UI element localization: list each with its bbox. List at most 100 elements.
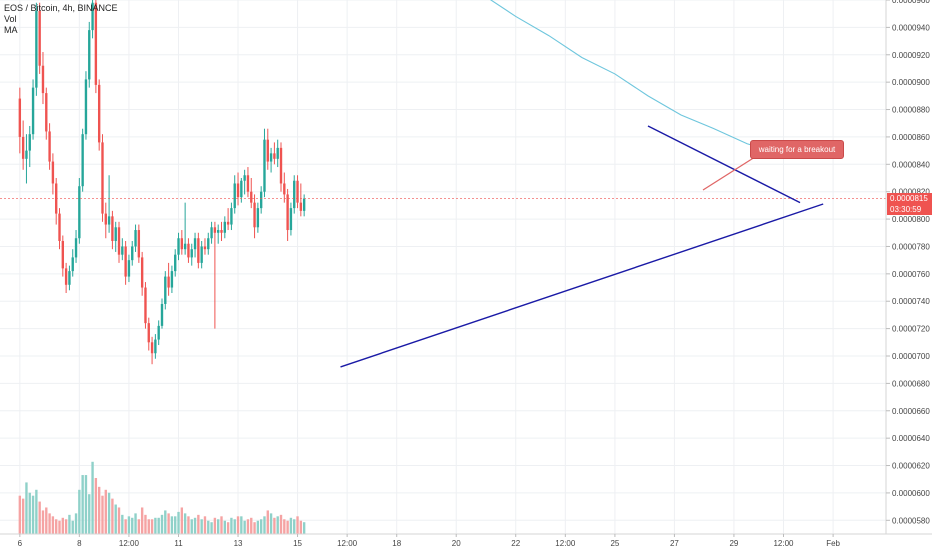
candle-body	[243, 175, 246, 181]
candle-body	[157, 325, 160, 340]
breakout-callout[interactable]: waiting for a breakout	[750, 140, 844, 159]
price-tick-label: 0.0000740	[892, 297, 930, 306]
candle-body	[71, 257, 74, 272]
volume-bar	[210, 522, 213, 534]
volume-bar	[299, 520, 303, 534]
candle-body	[236, 183, 240, 198]
candle-body	[180, 238, 184, 250]
candle-body	[283, 183, 286, 195]
volume-bar	[121, 514, 124, 534]
candle-body	[94, 2, 98, 85]
candle-body	[286, 194, 289, 231]
price-tick-label: 0.0000920	[892, 51, 930, 60]
candle-body	[48, 131, 51, 162]
callout-pointer	[702, 156, 756, 191]
time-tick-label: 12:00	[773, 539, 794, 548]
volume-bar	[25, 482, 28, 534]
candle-body	[269, 153, 273, 162]
volume-bar	[127, 516, 131, 534]
candle-body	[289, 208, 293, 231]
price-tick-label: 0.0000960	[892, 0, 930, 5]
volume-bar	[187, 516, 190, 534]
candle-body	[127, 260, 131, 277]
trendlines[interactable]	[340, 125, 824, 368]
price-tick-label: 0.0000940	[892, 23, 930, 32]
volume-bar	[266, 510, 269, 534]
volume-bar	[154, 517, 157, 534]
volume-bar	[240, 516, 243, 534]
volume-bar	[160, 514, 164, 534]
candle-body	[263, 139, 266, 192]
candle-body	[210, 227, 213, 239]
volume-bar	[134, 513, 137, 534]
candle-body	[164, 276, 167, 304]
volume-bar	[38, 501, 41, 534]
volume-bar	[28, 492, 31, 534]
volume-bar	[193, 517, 197, 534]
candlesticks	[18, 0, 306, 365]
candle-body	[111, 216, 114, 241]
volume-bar	[286, 520, 289, 534]
time-tick-label: 8	[77, 539, 82, 548]
volume-bar	[68, 514, 71, 534]
volume-bar	[117, 507, 121, 534]
volume-bar	[94, 478, 98, 534]
candle-body	[147, 323, 150, 343]
candle-body	[38, 10, 41, 66]
price-tick-label: 0.0000620	[892, 462, 930, 471]
volume-bar	[273, 517, 276, 534]
candle-body	[253, 202, 256, 228]
price-tick-label: 0.0000880	[892, 106, 930, 115]
price-tick-label: 0.0000640	[892, 434, 930, 443]
volume-bar	[293, 519, 296, 534]
volume-bar	[35, 489, 38, 534]
time-tick-label: 6	[18, 539, 23, 548]
volume-bar	[243, 520, 246, 534]
volume-bar	[97, 486, 101, 534]
volume-bar	[207, 520, 210, 534]
moving-average	[489, 0, 771, 152]
candle-body	[230, 208, 233, 225]
time-tick-label: 22	[511, 539, 520, 548]
volume-bar	[147, 519, 150, 534]
volume-bar	[84, 475, 88, 534]
volume-bar	[48, 513, 51, 534]
time-axis[interactable]: 6 8 12:00 11 13 15 12:00 18 20 22 12:00 25 27 29 12:00…	[18, 534, 841, 548]
candle-body	[183, 243, 187, 250]
volume-bar	[256, 520, 260, 534]
bar-countdown-tag: 03:30:59	[887, 203, 932, 215]
volume-bar	[259, 519, 263, 534]
volume-bar	[137, 519, 141, 534]
candle-body	[160, 303, 164, 326]
volume-bar	[101, 495, 104, 534]
volume-bar	[64, 519, 68, 534]
volume-bars	[18, 461, 306, 534]
volume-bar	[41, 510, 45, 534]
volume-bar	[223, 520, 226, 534]
volume-bar	[226, 522, 230, 534]
volume-bar	[269, 513, 273, 534]
candle-body	[68, 271, 71, 285]
candle-body	[41, 65, 45, 94]
symbol-title: EOS / Bitcoin, 4h, BINANCE	[4, 3, 118, 13]
price-tick-label: 0.0000680	[892, 379, 930, 388]
volume-bar	[174, 516, 177, 534]
volume-bar	[302, 522, 306, 534]
candle-body	[51, 161, 55, 184]
candle-body	[299, 202, 303, 211]
volume-bar	[81, 475, 84, 534]
candle-body	[84, 79, 88, 135]
price-tick-label: 0.0000780	[892, 242, 930, 251]
candle-body	[154, 339, 157, 354]
price-axis[interactable]: 0.0000580 0.0000600 0.0000620 0.0000640 0.00…	[886, 0, 930, 525]
candle-body	[246, 175, 250, 192]
candle-body	[266, 139, 269, 162]
time-tick-label: Feb	[826, 539, 840, 548]
time-tick-label: 20	[452, 539, 461, 548]
volume-bar	[157, 517, 160, 534]
candle-body	[213, 227, 217, 233]
candle-body	[150, 342, 154, 354]
last-price-tag: 0.0000815	[887, 192, 932, 204]
volume-bar	[253, 522, 256, 534]
